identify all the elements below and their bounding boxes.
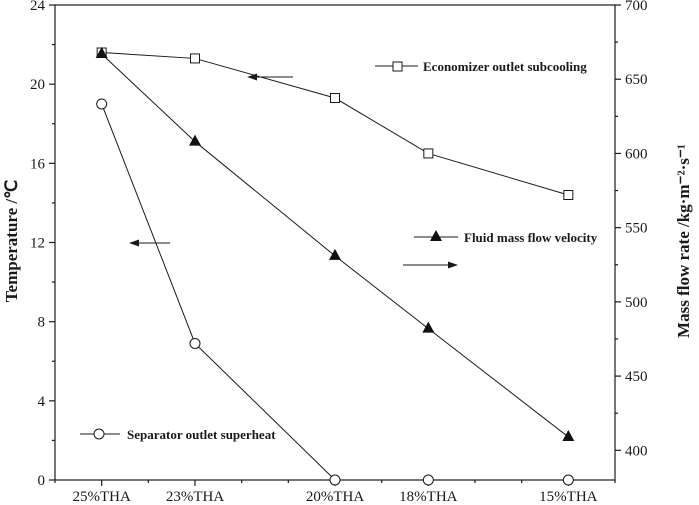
right-y-tick-label: 500 bbox=[625, 295, 648, 311]
arrow-separator-left-axis bbox=[129, 239, 170, 247]
right-y-tick-label: 600 bbox=[625, 146, 648, 162]
x-tick-label: 23%THA bbox=[166, 489, 224, 505]
right-y-tick-label: 650 bbox=[625, 72, 648, 88]
data-point-triangle bbox=[422, 321, 435, 333]
left-y-tick-label: 20 bbox=[30, 77, 45, 93]
x-tick-label: 18%THA bbox=[399, 489, 457, 505]
data-point-square bbox=[330, 93, 340, 104]
data-point-circle bbox=[562, 474, 574, 486]
x-tick-label: 15%THA bbox=[539, 489, 597, 505]
x-tick-label: 20%THA bbox=[306, 489, 364, 505]
data-point-triangle bbox=[562, 429, 575, 441]
legend-fluid-label: Fluid mass flow velocity bbox=[464, 230, 598, 245]
right-y-tick-label: 550 bbox=[625, 221, 648, 237]
legend-separator: Separator outlet superheat bbox=[80, 427, 276, 442]
legend-economizer: Economizer outlet subcooling bbox=[375, 59, 587, 74]
data-point-square bbox=[423, 148, 434, 159]
data-point-triangle bbox=[189, 134, 201, 146]
legend-economizer-marker bbox=[392, 61, 403, 72]
legend-separator-label: Separator outlet superheat bbox=[127, 427, 276, 442]
series-line-2 bbox=[101, 103, 569, 481]
left-y-tick-label: 0 bbox=[38, 473, 46, 489]
right-y-axis-title: Mass flow rate /kg·m⁻²·s⁻¹ bbox=[674, 144, 693, 338]
data-point-circle bbox=[329, 474, 341, 486]
legend-separator-marker bbox=[93, 428, 105, 440]
left-y-axis-ticks: 0 4 8 12 16 20 24 bbox=[30, 0, 55, 489]
right-y-tick-label: 450 bbox=[625, 369, 648, 385]
arrow-economizer-left-axis bbox=[247, 73, 293, 81]
data-point-square bbox=[190, 53, 200, 64]
legend-economizer-label: Economizer outlet subcooling bbox=[423, 59, 587, 74]
left-y-tick-label: 24 bbox=[30, 0, 46, 14]
left-y-tick-label: 4 bbox=[38, 394, 46, 410]
data-point-circle bbox=[422, 474, 434, 486]
legend-fluid-marker bbox=[430, 230, 442, 241]
left-y-tick-label: 12 bbox=[30, 236, 45, 252]
x-tick-label: 25%THA bbox=[73, 489, 131, 505]
right-y-axis-ticks: 400 450 500 550 600 650 700 bbox=[615, 0, 648, 459]
right-y-tick-label: 700 bbox=[625, 0, 648, 14]
data-point-circle bbox=[96, 98, 108, 110]
series-layer bbox=[95, 46, 575, 486]
data-point-square bbox=[563, 190, 574, 200]
legend-fluid: Fluid mass flow velocity bbox=[414, 230, 598, 245]
right-y-tick-label: 400 bbox=[625, 443, 648, 459]
arrow-fluid-right-axis bbox=[403, 261, 458, 269]
data-point-circle bbox=[189, 337, 201, 349]
data-point-triangle bbox=[95, 46, 108, 58]
series-line-1 bbox=[101, 53, 569, 438]
left-y-axis-title: Temperature /℃ bbox=[2, 180, 21, 303]
left-y-tick-label: 8 bbox=[38, 315, 46, 331]
data-point-triangle bbox=[329, 248, 341, 260]
left-y-tick-label: 16 bbox=[30, 156, 46, 172]
